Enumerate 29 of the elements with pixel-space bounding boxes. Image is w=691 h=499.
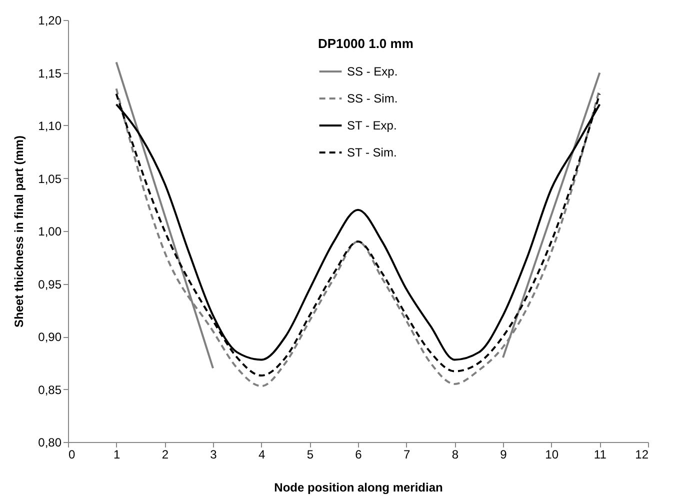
x-tick-label: 9 [500, 448, 508, 462]
x-tick-label: 1 [113, 448, 120, 462]
legend-label: SS - Sim. [347, 92, 398, 106]
y-tick-label: 0,90 [38, 330, 62, 344]
y-tick-label: 1,00 [38, 224, 62, 238]
y-tick-label: 0,80 [38, 436, 62, 450]
x-tick-label: 4 [258, 448, 266, 462]
x-tick-label: 7 [403, 448, 410, 462]
x-tick-label: 12 [635, 448, 649, 462]
x-tick-label: 0 [68, 448, 76, 462]
y-axis-title: Sheet thickness in final part (mm) [12, 135, 26, 328]
y-tick-label: 1,15 [38, 66, 62, 80]
x-tick-label: 6 [355, 448, 362, 462]
y-tick-label: 0,95 [38, 277, 62, 292]
x-tick-label: 3 [210, 448, 218, 462]
y-tick-label: 1,20 [38, 14, 62, 28]
x-tick-label: 11 [594, 448, 607, 462]
legend-label: ST - Exp. [347, 118, 397, 132]
x-axis-title: Node position along meridian [274, 480, 443, 494]
legend-label: SS - Exp. [347, 64, 398, 78]
legend-title: DP1000 1.0 mm [318, 36, 414, 51]
x-tick-label: 5 [306, 448, 314, 462]
x-tick-label: 10 [545, 448, 559, 462]
y-tick-label: 1,10 [38, 119, 62, 133]
y-tick-label: 1,05 [38, 172, 62, 186]
x-tick-label: 2 [162, 448, 169, 462]
y-tick-label: 0,85 [38, 382, 62, 397]
legend-label: ST - Sim. [347, 146, 397, 160]
x-tick-label: 8 [452, 448, 459, 462]
